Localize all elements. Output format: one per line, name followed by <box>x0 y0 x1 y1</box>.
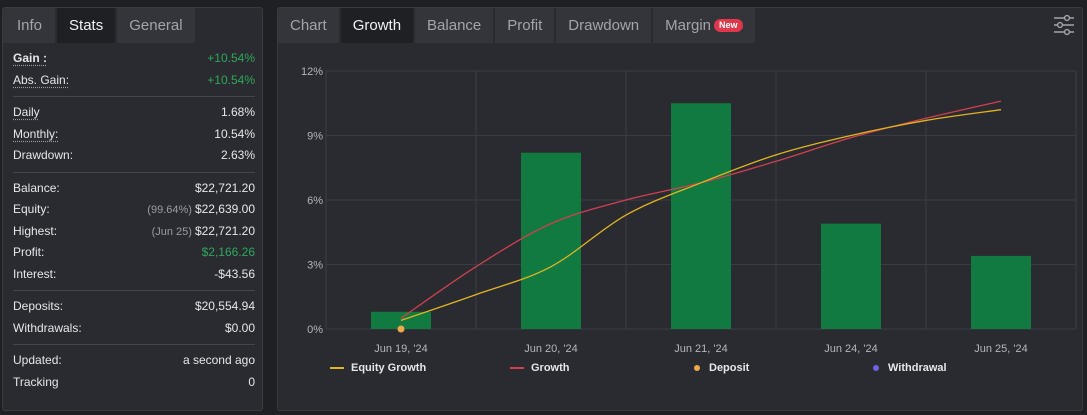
tab-margin[interactable]: Margin New <box>653 8 755 43</box>
tab-growth[interactable]: Growth <box>340 8 414 43</box>
divider <box>13 344 255 345</box>
legend-deposit[interactable]: Deposit <box>694 362 749 374</box>
interest-label: Interest: <box>13 266 57 281</box>
x-tick-label: Jun 21, '24 <box>674 343 727 355</box>
legend-withdrawal-swatch <box>873 365 879 371</box>
stat-updated: Updated: a second ago <box>13 350 255 372</box>
withdrawals-label: Withdrawals: <box>13 320 82 335</box>
deposits-label: Deposits: <box>13 299 64 313</box>
stat-daily: Daily 1.68% <box>13 102 255 124</box>
interest-value: -$43.56 <box>214 266 255 281</box>
stat-drawdown: Drawdown: 2.63% <box>13 145 255 167</box>
equity-value-group: (99.64%) $22,639.00 <box>147 199 255 222</box>
legend-deposit-swatch <box>694 365 700 371</box>
stat-profit: Profit: $2,166.26 <box>13 242 255 264</box>
x-tick-label: Jun 25, '24 <box>974 343 1027 355</box>
divider <box>13 96 255 97</box>
daily-value: 1.68% <box>220 105 255 119</box>
monthly-value: 10.54% <box>214 126 255 141</box>
chart-tab-bar: Chart Growth Balance Profit Drawdown Mar… <box>278 8 1082 43</box>
deposit-marker <box>397 325 405 333</box>
divider <box>13 171 255 173</box>
legend-equity-growth-label: Equity Growth <box>351 362 427 374</box>
tab-margin-label: Margin <box>665 17 712 34</box>
equity-label: Equity: <box>13 202 50 216</box>
bar-4 <box>971 255 1031 329</box>
x-tick-label: Jun 19, '24 <box>374 343 427 355</box>
sliders-icon[interactable] <box>1052 14 1076 36</box>
drawdown-value: 2.63% <box>220 148 255 162</box>
equity-growth-line <box>400 109 1002 322</box>
stats-panel: Info Stats General Gain : +10.54% Abs. G… <box>2 7 263 411</box>
stat-gain: Gain : +10.54% <box>13 48 255 70</box>
balance-value: $22,721.20 <box>194 180 255 195</box>
stat-interest: Interest: -$43.56 <box>13 264 255 286</box>
tracking-label: Tracking <box>13 374 59 389</box>
highest-value: $22,721.20 <box>194 223 255 238</box>
profit-label: Profit: <box>13 245 45 259</box>
highest-label: Highest: <box>13 223 58 238</box>
abs-gain-value: +10.54% <box>207 72 255 87</box>
tab-chart[interactable]: Chart <box>278 8 339 43</box>
gain-label[interactable]: Gain : <box>13 51 48 65</box>
abs-gain-label[interactable]: Abs. Gain: <box>13 72 70 87</box>
bar-2 <box>671 103 731 329</box>
x-tick-label: Jun 24, '24 <box>824 343 877 355</box>
tab-info[interactable]: Info <box>3 8 56 43</box>
drawdown-label: Drawdown: <box>13 148 74 162</box>
tab-profit[interactable]: Profit <box>495 8 555 43</box>
chart-legend: Equity Growth Growth Deposit Withdrawal <box>278 362 1084 382</box>
updated-label: Updated: <box>13 353 62 367</box>
legend-equity-growth[interactable]: Equity Growth <box>330 362 426 374</box>
stats-list: Gain : +10.54% Abs. Gain: +10.54% Daily … <box>3 43 262 393</box>
equity-value: $22,639.00 <box>194 202 255 216</box>
monthly-label[interactable]: Monthly: <box>13 126 59 141</box>
stat-deposits: Deposits: $20,554.94 <box>13 296 255 318</box>
legend-withdrawal[interactable]: Withdrawal <box>873 362 947 374</box>
bar-1 <box>521 152 581 329</box>
updated-value: a second ago <box>182 353 255 367</box>
tab-stats[interactable]: Stats <box>57 8 116 43</box>
highest-value-group: (Jun 25) $22,721.20 <box>152 221 255 244</box>
legend-deposit-label: Deposit <box>709 362 750 374</box>
chart-panel: Chart Growth Balance Profit Drawdown Mar… <box>277 7 1083 411</box>
tab-general[interactable]: General <box>117 8 195 43</box>
bar-3 <box>821 223 881 329</box>
stat-tracking: Tracking 0 <box>13 372 255 394</box>
y-tick-label: 3% <box>307 260 323 272</box>
balance-label: Balance: <box>13 180 60 195</box>
legend-growth-label: Growth <box>531 362 570 374</box>
y-tick-label: 0% <box>307 324 323 336</box>
withdrawals-value: $0.00 <box>224 320 255 335</box>
legend-growth[interactable]: Growth <box>510 362 570 374</box>
daily-label[interactable]: Daily <box>13 105 40 119</box>
divider <box>13 290 255 291</box>
tracking-value: 0 <box>248 374 255 389</box>
y-tick-label: 12% <box>301 66 323 78</box>
growth-chart: 0% 3% 6% 9% 12% Jun 19, '24 Jun 20, '24 Jun 21,… <box>301 66 1077 355</box>
deposits-value: $20,554.94 <box>194 299 255 313</box>
stat-withdrawals: Withdrawals: $0.00 <box>13 318 255 340</box>
stat-monthly: Monthly: 10.54% <box>13 124 255 146</box>
equity-percent: (99.64%) <box>147 204 192 216</box>
new-badge: New <box>714 19 743 32</box>
legend-growth-swatch <box>510 367 524 369</box>
tab-drawdown[interactable]: Drawdown <box>556 8 652 43</box>
profit-value: $2,166.26 <box>201 245 255 259</box>
x-tick-label: Jun 20, '24 <box>524 343 577 355</box>
tab-balance[interactable]: Balance <box>415 8 494 43</box>
legend-equity-growth-swatch <box>330 367 344 369</box>
stat-balance: Balance: $22,721.20 <box>13 178 255 200</box>
legend-withdrawal-label: Withdrawal <box>888 362 947 374</box>
highest-date: (Jun 25) <box>151 225 192 238</box>
y-tick-label: 6% <box>307 195 323 207</box>
stat-highest: Highest: (Jun 25) $22,721.20 <box>13 221 255 243</box>
stat-abs-gain: Abs. Gain: +10.54% <box>13 70 255 92</box>
left-tab-bar: Info Stats General <box>3 8 262 43</box>
gain-value: +10.54% <box>207 51 255 65</box>
y-tick-label: 9% <box>307 131 323 143</box>
stat-equity: Equity: (99.64%) $22,639.00 <box>13 199 255 221</box>
